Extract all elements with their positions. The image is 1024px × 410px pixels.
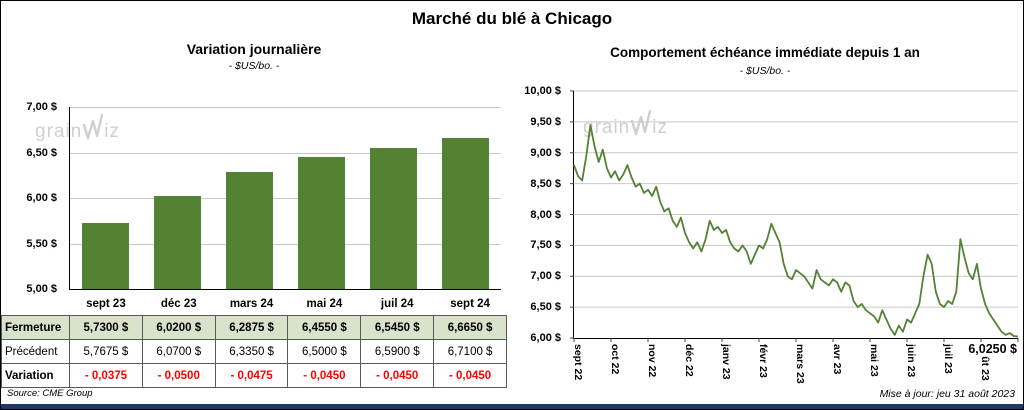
bar [441,137,489,289]
bar [226,171,274,289]
bar-chart-subtitle: - $US/bo. - [228,60,280,72]
bar-slot [214,107,286,289]
x-axis-label: févr 23 [757,344,769,378]
cell-value: 6,5900 $ [360,339,435,364]
x-axis-label: déc 22 [683,344,695,377]
line-chart-ylabels: 10,00 $ 9,50 $ 9,00 $ 8,50 $ 8,00 $ 7,50 $ 7,0… [509,85,567,344]
x-axis-label: oct 22 [609,344,621,375]
update-note: Mise à jour: jeu 31 août 2023 [879,388,1015,400]
month-label: déc 23 [160,297,197,310]
gridline [70,107,501,108]
bar-slot [357,107,429,289]
x-axis-label: nov 22 [646,344,658,378]
price-table: sept 23 déc 23 mars 24 mai 24 juil 24 sept 24… [1,292,507,388]
y-axis-label: 7,50 $ [530,239,561,252]
bar-series [70,107,501,289]
cell-value: 6,7100 $ [433,339,507,364]
cell-value: 6,3350 $ [214,339,289,364]
gridline [70,243,501,245]
month-label: sept 23 [86,297,126,310]
cell-value: - 0,0375 [69,363,143,388]
y-axis-label: 9,50 $ [530,115,561,128]
y-axis-label: 7,00 $ [530,270,561,283]
cell-value: 6,5000 $ [287,339,362,364]
bar-chart-title: Variation journalière [186,41,322,57]
cell-value: 6,2875 $ [214,315,289,340]
y-axis-label: 6,00 $ [530,332,561,344]
month-label: mars 24 [229,297,274,310]
price-table-body: sept 23 déc 23 mars 24 mai 24 juil 24 sept 24… [1,292,507,388]
y-axis-label: 7,00 $ [26,101,57,113]
x-axis-label: avr 23 [831,344,843,375]
bar-chart-ylabels: 7,00 $ 6,50 $ 6,00 $ 5,50 $ 5,00 $ [1,101,63,295]
month-label: sept 24 [450,297,490,310]
month-label: juil 24 [380,297,414,310]
bar-slot [429,107,501,289]
cell-value: - 0,0450 [433,363,507,388]
cell-value: 6,6650 $ [433,315,507,340]
row-label: Variation [1,363,70,388]
bar-chart-plot [69,107,501,290]
table-header-row: sept 23 déc 23 mars 24 mai 24 juil 24 sept 24 [2,292,507,316]
bar-slot [285,107,357,289]
x-axis-label: sept 22 [572,344,584,381]
cell-value: 6,4550 $ [287,315,362,340]
row-label: Précédent [1,339,70,364]
cell-value: 6,0200 $ [141,315,216,340]
table-row-fermeture: Fermeture 5,7300 $6,0200 $6,2875 $6,4550 … [1,315,507,340]
last-price-annotation: 6,0250 $ [966,342,1019,356]
x-axis-label: mai 23 [868,344,880,377]
table-row-variation: Variation - 0,0375- 0,0500- 0,0475- 0,045… [1,363,507,388]
line-chart-title: Comportement échéance immédiate depuis 1… [610,45,920,60]
y-axis-label: 8,50 $ [530,177,561,190]
gridline [70,152,501,154]
bar [369,148,417,289]
x-axis-label: mars 23 [794,344,806,384]
price-line-svg [570,90,1019,342]
bar [154,196,202,289]
x-axis-label: janv 23 [720,344,732,380]
y-axis-label: 9,00 $ [530,146,561,159]
price-line [573,124,1019,338]
y-axis-label: 10,00 $ [524,85,561,97]
bar [82,222,130,289]
cell-value: - 0,0450 [360,363,435,388]
y-axis-label: 8,00 $ [530,208,561,221]
bar-slot [142,107,214,289]
y-axis-label: 5,50 $ [26,237,57,250]
bar [297,156,345,289]
bottom-strip [1,404,1023,409]
gridline [70,198,501,199]
cell-value: - 0,0450 [287,363,362,388]
line-chart-panel: Comportement échéance immédiate depuis 1… [509,35,1021,391]
cell-value: 6,0700 $ [141,339,216,364]
table-row-precedent: Précédent 5,7675 $6,0700 $6,3350 $6,5000 … [1,339,507,364]
month-label: mai 24 [306,297,343,310]
bar-chart-panel: Variation journalière - $US/bo. - grain … [1,35,507,391]
line-chart-plot [570,90,1019,342]
page-title: Marché du blé à Chicago [411,9,613,28]
y-axis-label: 6,50 $ [530,301,561,314]
cell-value: 5,7675 $ [69,339,143,364]
x-axis-label: juil 23 [942,344,954,374]
cell-value: 5,7300 $ [69,315,143,340]
source-note: Source: CME Group [7,388,93,399]
y-axis-label: 6,50 $ [26,146,57,159]
y-axis-label: 5,00 $ [26,283,57,295]
y-axis-label: 6,00 $ [26,192,57,204]
bar-slot [70,107,142,289]
cell-value: - 0,0475 [214,363,289,388]
x-axis-label: juin 23 [905,344,917,378]
cell-value: 6,5450 $ [360,315,435,340]
cell-value: - 0,0500 [141,363,216,388]
row-label: Fermeture [1,315,70,340]
line-chart-subtitle: - $US/bo. - [739,65,791,77]
